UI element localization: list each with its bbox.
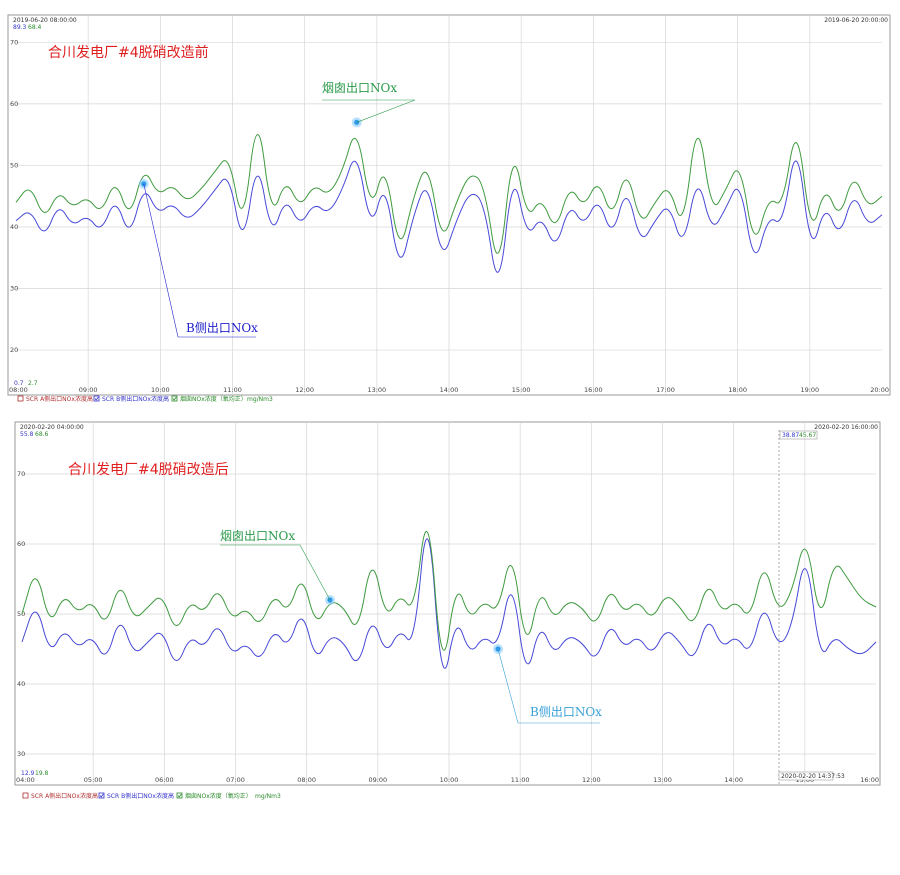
x-tick-label: 10:00 [440, 776, 459, 784]
top-readout-stack: 68.6 [35, 431, 49, 438]
x-tick-label: 12:00 [582, 776, 601, 784]
x-tick-label: 19:00 [800, 386, 819, 394]
x-tick-label: 18:00 [728, 386, 747, 394]
x-tick-label: 04:00 [16, 776, 35, 784]
y-tick-label: 70 [10, 38, 18, 46]
legend-check-mark [94, 396, 99, 401]
legend-label: 烟囱NOx浓度（氧均正） [180, 395, 247, 403]
cursor-time-label: 2020-02-20 14:37:53 [781, 773, 845, 780]
series-line [21, 531, 877, 651]
x-tick-label: 10:00 [151, 386, 170, 394]
legend-checkbox[interactable] [171, 395, 178, 402]
x-tick-label: 17:00 [656, 386, 675, 394]
bottom-readout-stack: 2.7 [28, 380, 38, 387]
x-tick-label: 08:00 [297, 776, 316, 784]
legend-checkbox[interactable] [17, 395, 24, 402]
x-tick-label: 15:00 [512, 386, 531, 394]
annotation-label: 烟囱出口NOx [220, 529, 295, 543]
x-tick-label: 09:00 [368, 776, 387, 784]
legend-checkbox[interactable] [93, 395, 100, 402]
x-tick-label: 14:00 [724, 776, 743, 784]
legend-label: SCR B侧出口NOx浓度高 [102, 395, 169, 403]
end-time-label: 2019-06-20 20:00:00 [824, 17, 888, 24]
x-tick-label: 07:00 [226, 776, 245, 784]
annotation-label: 烟囱出口NOx [322, 81, 397, 95]
series-line [15, 160, 883, 273]
cursor-readout-b: 38.87 [782, 432, 799, 439]
legend-label: SCR A侧出口NOx浓度高 [31, 792, 98, 800]
top-readout-b: 55.8 [20, 431, 34, 438]
top-readout-b: 89.3 [13, 24, 27, 31]
end-time-label: 2020-02-20 16:00:00 [814, 424, 878, 431]
unit-label: mg/Nm3 [255, 793, 281, 800]
annotation-label: B侧出口NOx [530, 705, 602, 719]
annotation-leader [220, 544, 331, 601]
chart-1: 20 30 40 50 60 70 08:00 09:00 10:00 11:00 12:00 13:… [7, 14, 891, 403]
series-line [15, 134, 883, 254]
annotation-dot [141, 181, 147, 187]
unit-label: mg/Nm3 [247, 396, 273, 403]
x-tick-label: 14:00 [440, 386, 459, 394]
legend-check-mark [172, 396, 177, 401]
x-tick-label: 13:00 [367, 386, 386, 394]
y-tick-label: 30 [17, 750, 25, 758]
x-tick-label: 16:00 [584, 386, 603, 394]
annotation-leader [143, 183, 256, 338]
x-tick-label: 20:00 [870, 386, 889, 394]
y-tick-label: 50 [10, 161, 18, 169]
y-tick-label: 50 [17, 610, 25, 618]
cursor-readout-box [779, 430, 818, 440]
series-line [21, 538, 877, 669]
x-tick-label: 05:00 [84, 776, 103, 784]
y-tick-label: 70 [17, 470, 25, 478]
y-tick-label: 30 [10, 285, 18, 293]
chart-title: 合川发电厂#4脱硝改造前 [48, 44, 209, 61]
y-tick-label: 60 [17, 540, 25, 548]
legend-checkbox[interactable] [22, 792, 29, 799]
legend-check-mark [99, 793, 104, 798]
legend-checkbox[interactable] [98, 792, 105, 799]
start-time-label: 2019-06-20 08:00:00 [13, 17, 77, 24]
annotation-leader [497, 648, 600, 724]
y-tick-label: 60 [10, 100, 18, 108]
x-tick-label: 16:00 [860, 776, 879, 784]
top-readout-stack: 68.4 [28, 24, 42, 31]
x-tick-label: 09:00 [79, 386, 98, 394]
annotation-leader [322, 99, 416, 123]
cursor-readout-stack: 45.67 [799, 432, 816, 439]
chart-frame [14, 421, 881, 786]
annotation-label: B侧出口NOx [186, 321, 258, 335]
legend-check-mark [177, 793, 182, 798]
bottom-readout-stack: 19.8 [35, 770, 49, 777]
bottom-readout-b: 0.7 [14, 380, 24, 387]
x-tick-label: 08:00 [9, 386, 28, 394]
y-tick-label: 40 [10, 223, 18, 231]
x-tick-label: 13:00 [653, 776, 672, 784]
y-tick-label: 20 [10, 346, 18, 354]
legend-checkbox[interactable] [176, 792, 183, 799]
bottom-readout-b: 12.9 [21, 770, 35, 777]
chart-title: 合川发电厂#4脱硝改造后 [68, 462, 229, 478]
legend-label: SCR A侧出口NOx浓度高 [26, 395, 93, 403]
x-tick-label: 11:00 [511, 776, 530, 784]
y-tick-label: 40 [17, 680, 25, 688]
start-time-label: 2020-02-20 04:00:00 [20, 424, 84, 431]
x-tick-label: 06:00 [155, 776, 174, 784]
legend-label: 烟囱NOx浓度（氧均正） [185, 792, 252, 800]
chart-2: 30 40 50 60 70 04:00 05:00 06:00 07:00 08:00 09:00… [14, 421, 881, 800]
legend-label: SCR B侧出口NOx浓度高 [107, 792, 174, 800]
cursor-time-box [778, 771, 834, 781]
x-tick-label: 12:00 [295, 386, 314, 394]
x-tick-label: 11:00 [223, 386, 242, 394]
